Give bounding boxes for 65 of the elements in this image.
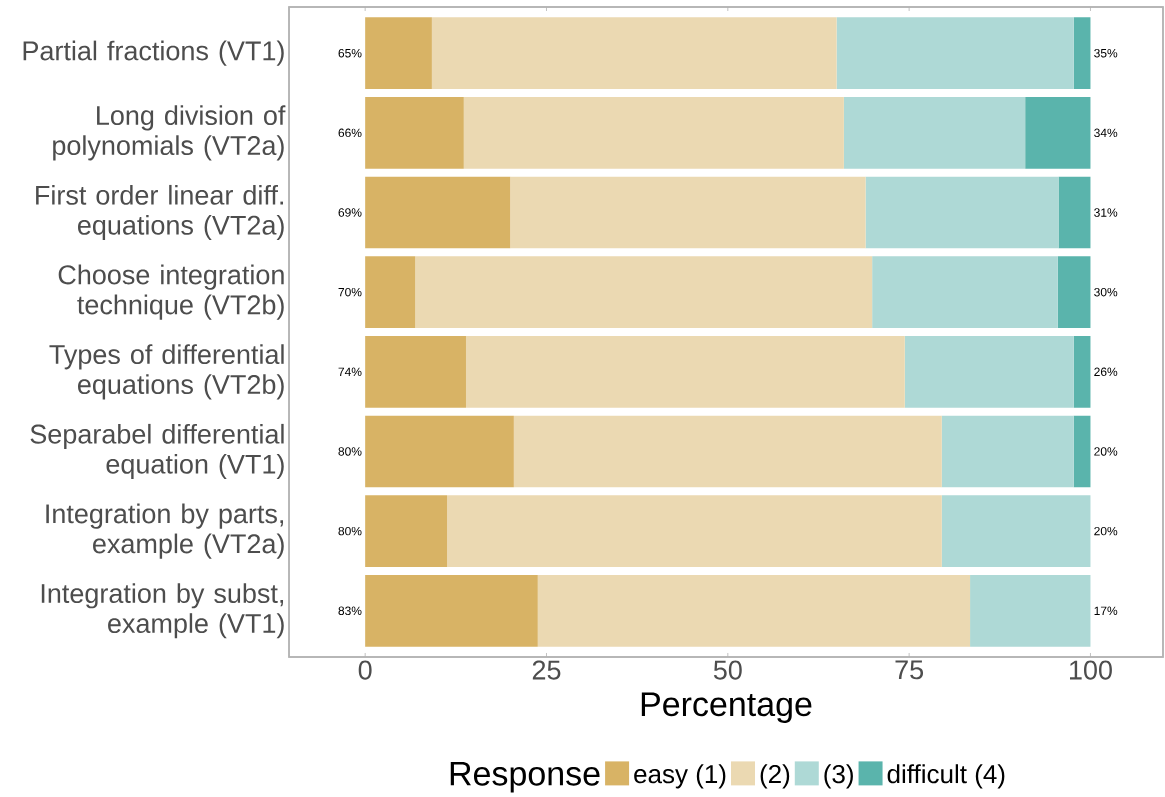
bar xyxy=(365,574,538,647)
bar xyxy=(365,17,432,90)
x-tick-label: 50 xyxy=(713,660,742,680)
annotation: 34% xyxy=(1094,128,1118,138)
y-tick-label: Long division of polynomials (VT2a) xyxy=(53,105,286,161)
x-axis-title: Percentage xyxy=(641,692,812,723)
annotation: 26% xyxy=(1094,367,1118,377)
bar xyxy=(1073,17,1091,90)
bar xyxy=(836,17,1074,90)
bar xyxy=(537,574,971,647)
y-tick-label: Separabel differential equation (VT1) xyxy=(30,423,284,480)
bar xyxy=(872,256,1058,329)
bar xyxy=(463,97,844,169)
annotation: 74% xyxy=(338,367,362,377)
bar xyxy=(365,176,511,249)
annotation: 20% xyxy=(1094,526,1118,536)
bar xyxy=(1073,415,1091,488)
bar xyxy=(1025,97,1091,169)
bar xyxy=(510,176,866,249)
y-tick-label: Integration by subst, example (VT1) xyxy=(41,583,284,639)
bar xyxy=(904,335,1074,408)
bar xyxy=(843,97,1026,169)
bar xyxy=(431,17,837,90)
x-tick-label: 100 xyxy=(1070,660,1112,680)
annotation: 70% xyxy=(338,287,362,297)
annotation: 83% xyxy=(338,606,362,616)
x-tick-label: 75 xyxy=(895,660,924,680)
x-tick-label: 25 xyxy=(532,660,561,680)
bar xyxy=(365,335,466,408)
bar xyxy=(447,495,942,567)
y-tick-label: Partial fractions (VT1) xyxy=(23,40,284,66)
bar xyxy=(365,97,464,169)
annotation: 69% xyxy=(338,208,362,217)
x-tick-label: 0 xyxy=(358,660,372,680)
bar xyxy=(365,415,514,488)
legend-title: Response xyxy=(450,761,600,793)
bar xyxy=(1058,176,1091,249)
bar xyxy=(365,256,416,329)
bar xyxy=(365,495,448,567)
bar xyxy=(465,335,905,408)
legend-label: difficult (4) xyxy=(887,764,1005,789)
annotation: 30% xyxy=(1094,287,1118,297)
bar xyxy=(941,495,1091,567)
bar xyxy=(865,176,1059,249)
annotation: 20% xyxy=(1094,447,1118,456)
bar xyxy=(1057,256,1091,329)
annotation: 80% xyxy=(338,526,362,536)
annotation: 35% xyxy=(1094,48,1118,58)
annotation: 80% xyxy=(338,447,362,456)
y-tick-label: Types of differential equations (VT2b) xyxy=(49,344,284,400)
legend-label: (3) xyxy=(824,764,853,789)
annotation: 65% xyxy=(338,48,362,58)
bar xyxy=(415,256,873,329)
y-tick-label: First order linear diff. equations (VT2a) xyxy=(36,184,284,241)
bar xyxy=(941,415,1074,488)
legend-label: (2) xyxy=(760,764,790,789)
y-tick-label: Choose integration technique (VT2b) xyxy=(58,264,284,320)
annotation: 17% xyxy=(1094,606,1118,615)
legend-label: easy (1) xyxy=(634,764,726,789)
annotation: 31% xyxy=(1094,208,1118,217)
bar xyxy=(970,574,1091,647)
annotation: 66% xyxy=(338,128,362,138)
bar xyxy=(1073,335,1091,408)
y-tick-label: Integration by parts, example (VT2a) xyxy=(46,503,284,559)
bar xyxy=(513,415,942,488)
